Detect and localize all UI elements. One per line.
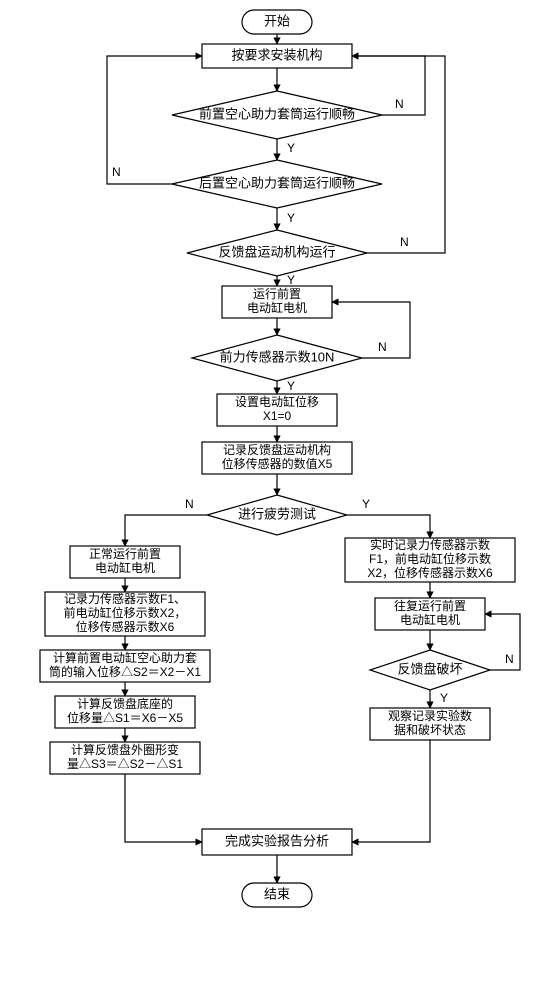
node-text: F1，前电动缸位移示数 [369, 551, 491, 566]
edge-l_s3-report [125, 774, 202, 842]
node-text: 前力传感器示数10N [220, 349, 335, 364]
node-text: 反馈盘破坏 [397, 661, 462, 676]
node-text: 进行疲劳测试 [238, 506, 316, 521]
node-text: 结束 [264, 886, 290, 901]
flowchart-canvas: Y Y Y Y N N N N N Y Y N 开始按要求安装机构前置空心助力套筒运行顺畅后置空心助力… [0, 0, 555, 1000]
node-d_feedback: 反馈盘运动机构运行 [187, 230, 367, 276]
node-text: 后置空心助力套筒运行顺畅 [199, 175, 355, 190]
edge-d_feedback-install [352, 56, 445, 253]
node-l_s1: 计算反馈盘底座的位移量△S1＝X6－X5 [55, 696, 195, 728]
node-r_damage: 反馈盘破坏 [370, 650, 490, 690]
node-text: 计算反馈盘底座的 [77, 696, 173, 711]
edge-label: N [400, 235, 409, 249]
node-start: 开始 [242, 10, 312, 34]
node-text: 实时记录力传感器示数 [370, 537, 490, 552]
edge-label: Y [362, 497, 370, 511]
node-d_rear: 后置空心助力套筒运行顺畅 [172, 160, 382, 208]
edge-d_rear-install [107, 56, 202, 184]
node-text: X2，位移传感器示数X6 [367, 565, 493, 580]
edge-label: N [185, 497, 194, 511]
node-text: 前电动缸位移示数X2， [64, 605, 187, 620]
node-l_s2: 计算前置电动缸空心助力套筒的输入位移△S2＝X2－X1 [40, 650, 210, 682]
node-r_recip: 往复运行前置电动缸电机 [375, 598, 485, 630]
node-r_record: 实时记录力传感器示数F1，前电动缸位移示数X2，位移传感器示数X6 [345, 537, 515, 582]
node-d_force: 前力传感器示数10N [192, 335, 362, 381]
edge-label: N [395, 97, 404, 111]
node-text: 完成实验报告分析 [225, 833, 329, 848]
edge-d_fatigue-l_normal [125, 515, 207, 546]
node-text: 量△S3＝△S2－△S1 [67, 757, 183, 771]
node-text: 电动缸电机 [247, 300, 307, 315]
node-text: 反馈盘运动机构运行 [218, 244, 335, 259]
edge-label: Y [440, 691, 448, 705]
node-r_observe: 观察记录实验数据和破坏状态 [370, 708, 490, 740]
node-text: 正常运行前置 [89, 546, 161, 561]
edge-label: Y [287, 379, 295, 393]
edge-d_front-install [352, 56, 425, 115]
edge-r_damage-r_recip [485, 614, 520, 670]
node-text: 位移量△S1＝X6－X5 [67, 710, 183, 725]
node-l_record: 记录力传感器示数F1、前电动缸位移示数X2，位移传感器示数X6 [45, 591, 205, 636]
edge-d_force-run_front [332, 302, 410, 358]
edge-label: N [378, 340, 387, 354]
node-text: 据和破坏状态 [394, 722, 466, 737]
node-text: 往复运行前置 [394, 598, 466, 613]
node-report: 完成实验报告分析 [202, 829, 352, 855]
node-text: 设置电动缸位移 [235, 394, 319, 409]
node-l_normal: 正常运行前置电动缸电机 [70, 546, 180, 578]
edge-label: N [505, 652, 514, 666]
node-text: 计算反馈盘外圈形变 [71, 742, 179, 757]
node-set_x1: 设置电动缸位移X1=0 [217, 394, 337, 426]
node-text: 计算前置电动缸空心助力套 [53, 650, 197, 665]
node-text: 记录力传感器示数F1、 [64, 591, 186, 606]
node-text: 开始 [264, 13, 290, 28]
node-run_front: 运行前置电动缸电机 [222, 286, 332, 318]
node-text: 前置空心助力套筒运行顺畅 [199, 106, 355, 121]
node-d_front: 前置空心助力套筒运行顺畅 [172, 91, 382, 139]
node-rec_x5: 记录反馈盘运动机构位移传感器的数值X5 [202, 442, 352, 474]
edge-d_fatigue-r_record [347, 515, 430, 538]
node-install: 按要求安装机构 [202, 44, 352, 68]
node-end: 结束 [242, 883, 312, 907]
node-l_s3: 计算反馈盘外圈形变量△S3＝△S2－△S1 [50, 742, 200, 774]
node-text: 运行前置 [253, 286, 301, 301]
node-text: X1=0 [263, 409, 292, 423]
node-text: 电动缸电机 [95, 560, 155, 575]
node-d_fatigue: 进行疲劳测试 [207, 495, 347, 535]
edge-label: N [112, 165, 121, 179]
node-text: 筒的输入位移△S2＝X2－X1 [49, 664, 201, 679]
edge-r_observe-report [352, 740, 430, 842]
node-text: 位移传感器的数值X5 [222, 456, 333, 471]
edge-label: Y [287, 211, 295, 225]
node-text: 记录反馈盘运动机构 [223, 442, 331, 457]
node-text: 按要求安装机构 [231, 47, 322, 62]
node-text: 观察记录实验数 [388, 708, 472, 723]
edge-label: Y [287, 141, 295, 155]
node-text: 位移传感器示数X6 [76, 619, 175, 634]
edge-label: Y [287, 273, 295, 287]
node-text: 电动缸电机 [400, 612, 460, 627]
